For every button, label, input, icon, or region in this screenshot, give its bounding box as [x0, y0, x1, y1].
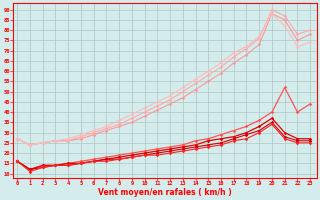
- X-axis label: Vent moyen/en rafales ( km/h ): Vent moyen/en rafales ( km/h ): [98, 188, 232, 197]
